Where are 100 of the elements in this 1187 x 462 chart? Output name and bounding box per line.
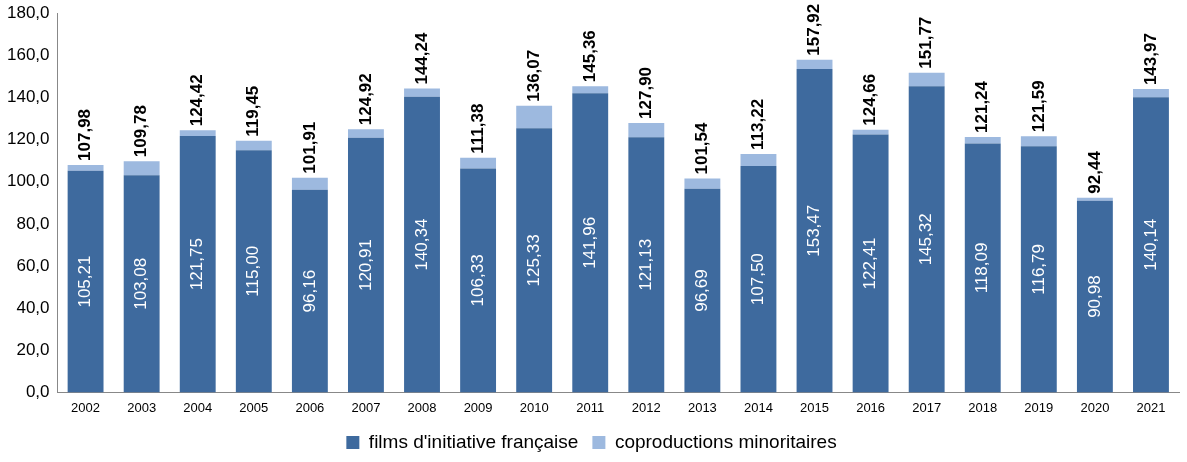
x-tick-label: 2019 xyxy=(1024,399,1054,415)
data-label: 96,16 xyxy=(299,269,319,313)
data-label: 96,69 xyxy=(692,269,712,312)
bar xyxy=(684,188,721,393)
y-tick-label: 140,0 xyxy=(6,87,50,107)
bar xyxy=(291,189,328,393)
bar xyxy=(964,143,1001,393)
data-label: 118,09 xyxy=(972,242,992,294)
bar xyxy=(572,86,609,94)
bar xyxy=(628,122,665,138)
bar xyxy=(1020,146,1057,393)
x-tick-label: 2004 xyxy=(183,399,213,415)
y-tick-label: 160,0 xyxy=(6,45,50,65)
total-label: 113,22 xyxy=(748,98,768,150)
total-label: 157,92 xyxy=(804,3,824,56)
data-label: 140,14 xyxy=(1140,218,1160,271)
bar xyxy=(404,96,440,393)
data-label: 116,79 xyxy=(1028,244,1048,295)
y-tick-label: 0,0 xyxy=(25,382,50,402)
x-tick-label: 2003 xyxy=(127,399,157,415)
y-tick-label: 40,0 xyxy=(16,297,50,317)
total-label: 101,54 xyxy=(692,121,712,175)
legend-label: coproductions minoritaires xyxy=(614,430,837,452)
bar xyxy=(404,88,440,97)
data-label: 125,33 xyxy=(523,234,543,287)
bar xyxy=(1020,136,1057,147)
bar xyxy=(179,130,216,136)
x-tick-label: 2016 xyxy=(856,399,886,415)
y-tick-label: 120,0 xyxy=(6,129,50,149)
y-tick-label: 100,0 xyxy=(6,171,50,191)
data-label: 105,21 xyxy=(75,255,95,308)
x-tick-label: 2021 xyxy=(1136,399,1166,415)
data-label: 121,75 xyxy=(187,238,207,291)
bar xyxy=(67,164,104,171)
bar xyxy=(67,170,104,393)
bar xyxy=(1133,89,1169,98)
y-tick-label: 80,0 xyxy=(16,213,50,233)
x-tick-label: 2002 xyxy=(71,399,101,415)
total-label: 136,07 xyxy=(523,49,543,102)
total-label: 121,24 xyxy=(972,80,992,133)
total-label: 111,38 xyxy=(467,103,487,154)
x-tick-label: 2005 xyxy=(239,399,269,415)
data-label: 153,47 xyxy=(804,204,824,257)
x-tick-label: 2006 xyxy=(295,399,325,415)
y-tick-label: 60,0 xyxy=(16,255,50,275)
bar xyxy=(1076,197,1113,201)
bar xyxy=(235,140,272,151)
total-label: 109,78 xyxy=(131,105,151,158)
total-label: 144,24 xyxy=(411,31,431,85)
bar xyxy=(1076,200,1113,393)
data-label: 140,34 xyxy=(411,218,431,271)
bar xyxy=(123,175,160,393)
bar xyxy=(179,135,216,393)
data-label: 120,91 xyxy=(355,239,375,292)
data-label: 107,50 xyxy=(748,253,768,306)
bar xyxy=(908,86,945,393)
data-label: 106,33 xyxy=(467,254,487,307)
total-label: 124,42 xyxy=(187,74,207,127)
x-tick-label: 2020 xyxy=(1080,399,1110,415)
total-label: 151,77 xyxy=(916,16,936,69)
bar xyxy=(628,137,665,393)
x-tick-label: 2009 xyxy=(463,399,493,415)
bar xyxy=(964,136,1001,144)
x-tick-label: 2015 xyxy=(800,399,829,415)
data-label: 145,32 xyxy=(916,213,936,266)
bar xyxy=(796,59,833,70)
bar xyxy=(1133,97,1169,393)
bar xyxy=(291,177,328,190)
x-tick-label: 2012 xyxy=(631,399,661,415)
total-label: 145,36 xyxy=(579,30,599,83)
bar xyxy=(740,153,777,166)
total-label: 143,97 xyxy=(1140,33,1160,86)
x-tick-label: 2017 xyxy=(912,399,942,415)
bar xyxy=(908,72,945,87)
bar xyxy=(852,129,889,135)
bar xyxy=(348,137,384,393)
bar xyxy=(852,134,889,393)
bar xyxy=(684,178,721,189)
bar xyxy=(796,69,833,393)
data-label: 122,41 xyxy=(860,237,880,290)
bar xyxy=(572,93,609,393)
x-tick-label: 2010 xyxy=(519,399,549,415)
bar xyxy=(235,150,272,393)
total-label: 92,44 xyxy=(1084,150,1104,194)
bar xyxy=(460,157,497,169)
data-label: 121,13 xyxy=(635,238,655,291)
data-label: 90,98 xyxy=(1084,275,1104,318)
total-label: 124,92 xyxy=(355,73,375,126)
x-tick-label: 2014 xyxy=(743,399,773,415)
x-tick-label: 2011 xyxy=(576,399,605,415)
data-label: 103,08 xyxy=(131,257,151,310)
x-tick-label: 2008 xyxy=(407,399,437,415)
total-label: 124,66 xyxy=(860,73,880,126)
total-label: 119,45 xyxy=(243,85,263,137)
total-label: 127,90 xyxy=(635,66,655,119)
y-tick-label: 180,0 xyxy=(6,2,50,22)
y-tick-label: 20,0 xyxy=(16,339,50,359)
bar xyxy=(740,165,777,393)
x-tick-label: 2007 xyxy=(351,399,381,415)
data-label: 115,00 xyxy=(243,245,263,297)
